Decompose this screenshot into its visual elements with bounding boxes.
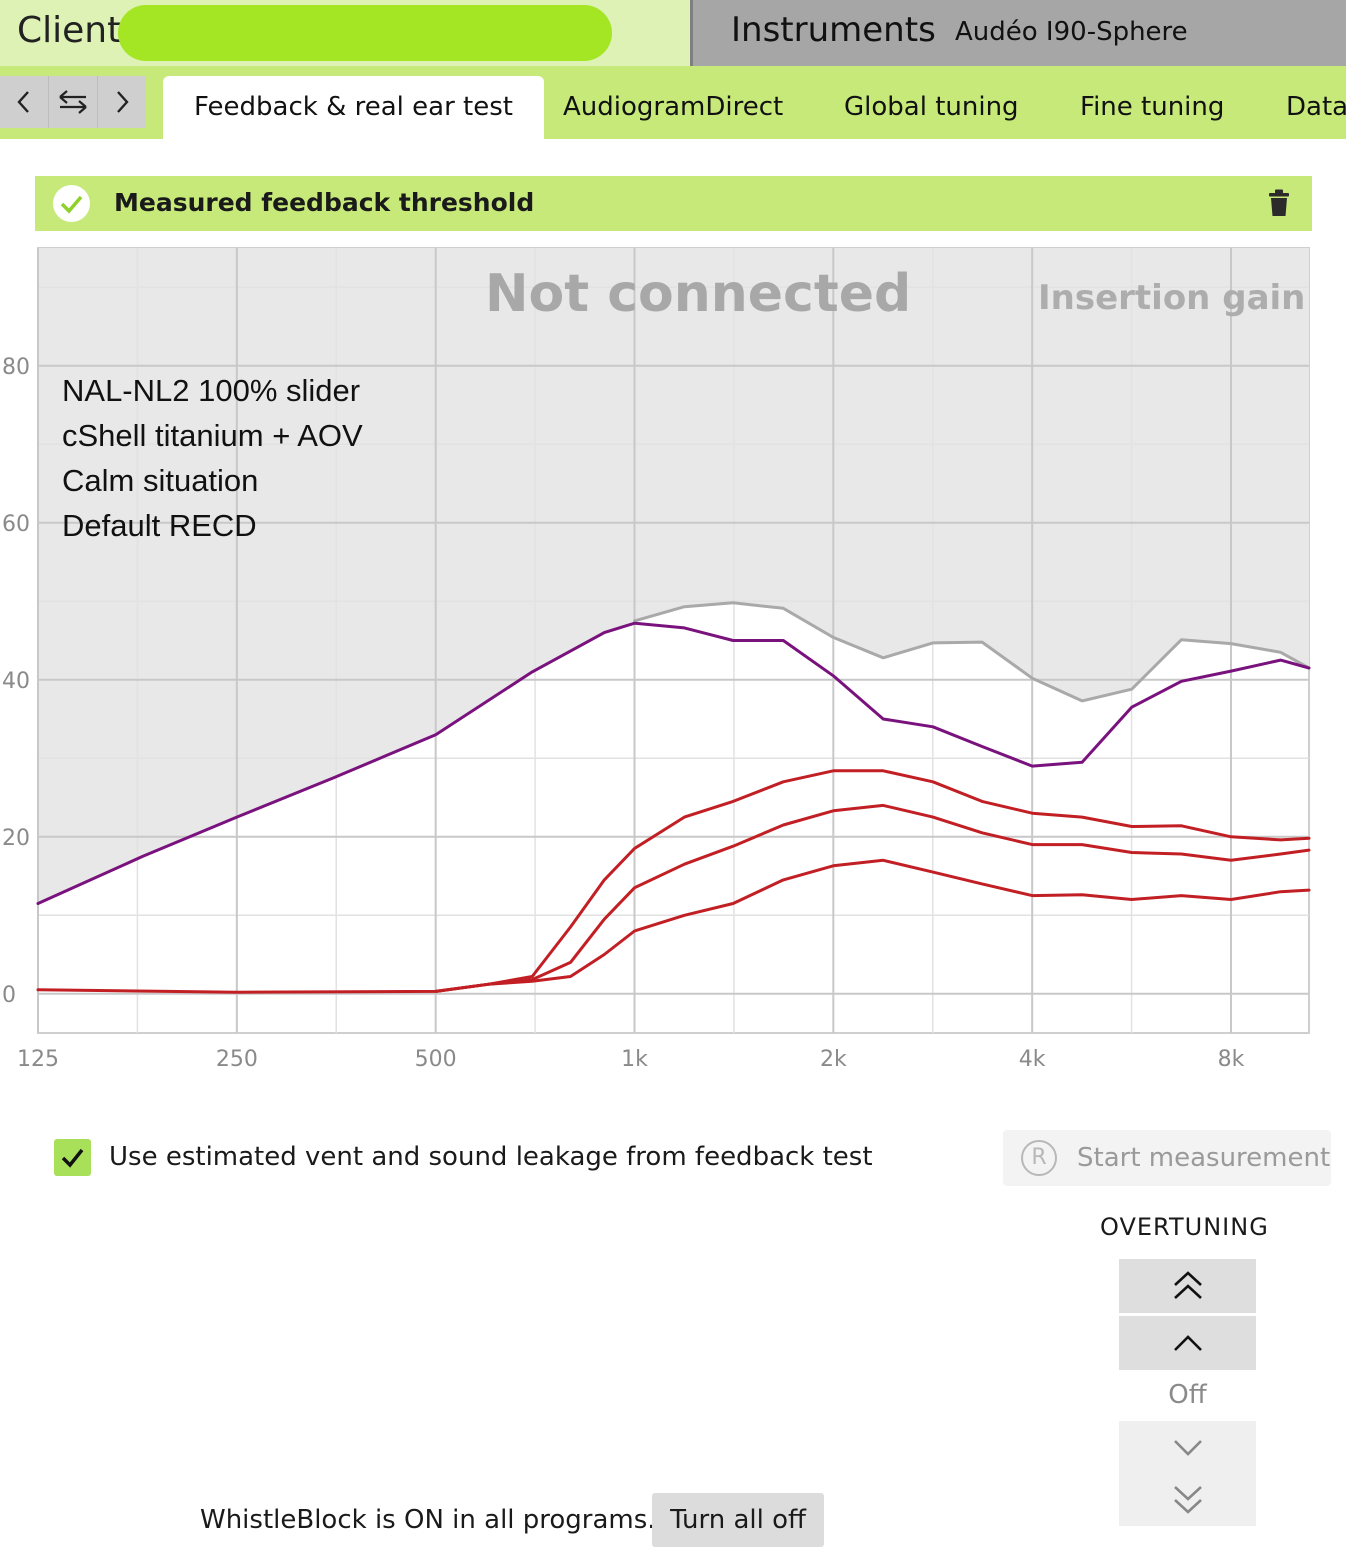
- instruments-panel[interactable]: Instruments Audéo I90-Sphere: [690, 0, 1346, 66]
- x-tick-label: 1k: [621, 1047, 648, 1072]
- gain-curve: [36, 769, 1311, 994]
- y-tick-label: 60: [2, 512, 30, 537]
- section-title: Measured feedback threshold: [114, 188, 535, 217]
- x-tick-label: 4k: [1019, 1047, 1046, 1072]
- y-tick-label: 80: [2, 355, 30, 380]
- tab-audiogramdirect[interactable]: AudiogramDirect: [563, 92, 784, 122]
- feedback-chart-svg: 125 250 500 1k 2k 4k 8k 0 20 40 60 80: [2, 247, 1311, 1072]
- x-tick-label: 2k: [820, 1047, 847, 1072]
- gain-curve: [434, 803, 1311, 993]
- double-chevron-up-icon: [1173, 1271, 1202, 1299]
- tab-global-tuning[interactable]: Global tuning: [844, 92, 1019, 122]
- x-tick-label: 250: [216, 1047, 258, 1072]
- y-tick-label: 0: [2, 983, 16, 1008]
- note-line: NAL-NL2 100% slider: [62, 373, 361, 408]
- feedback-curve: [36, 621, 1311, 905]
- client-name-redacted: [118, 5, 612, 61]
- instruments-label: Instruments: [731, 10, 936, 50]
- overtuning-down-button[interactable]: [1119, 1421, 1256, 1475]
- client-label: Client: [17, 10, 122, 51]
- double-chevron-down-icon: [1173, 1486, 1202, 1514]
- reference-curve: [633, 601, 1311, 703]
- feedback-chart: 125 250 500 1k 2k 4k 8k 0 20 40 60 80 Not connected…: [0, 240, 1346, 1080]
- forward-button[interactable]: [98, 76, 146, 128]
- start-measurement-label: Start measurement: [1077, 1143, 1331, 1173]
- nav-bar: Feedback & real ear test AudiogramDirect…: [0, 66, 1346, 139]
- chevron-up-icon: [1173, 1335, 1202, 1351]
- x-tick-label: 125: [17, 1047, 59, 1072]
- back-button[interactable]: [0, 76, 49, 128]
- overtuning-state: Off: [1168, 1380, 1207, 1410]
- feedback-threshold-header: Measured feedback threshold: [35, 176, 1312, 231]
- turn-all-off-button[interactable]: Turn all off: [652, 1493, 824, 1547]
- chart-notes: NAL-NL2 100% slider cShell titanium + AO…: [62, 368, 363, 548]
- y-tick-label: 40: [2, 669, 30, 694]
- connection-status: Not connected: [485, 264, 912, 324]
- vent-leakage-label: Use estimated vent and sound leakage fro…: [109, 1142, 873, 1172]
- chevron-right-icon: [117, 91, 129, 113]
- client-panel: Client: [0, 0, 690, 66]
- chevron-left-icon: [17, 91, 29, 113]
- trash-icon[interactable]: [1268, 189, 1290, 217]
- tab-data[interactable]: Data: [1286, 92, 1346, 122]
- tab-fine-tuning[interactable]: Fine tuning: [1080, 92, 1225, 122]
- chart-mode-label: Insertion gain: [1038, 278, 1306, 318]
- tab-feedback-real-ear-test[interactable]: Feedback & real ear test: [163, 76, 544, 139]
- x-tick-label: 8k: [1218, 1047, 1245, 1072]
- whistleblock-status: WhistleBlock is ON in all programs.: [200, 1505, 656, 1535]
- overtuning-title: OVERTUNING: [1100, 1213, 1269, 1241]
- note-line: Default RECD: [62, 508, 257, 543]
- swap-button[interactable]: [49, 76, 98, 128]
- x-tick-label: 500: [415, 1047, 457, 1072]
- r-circle-icon: R: [1021, 1140, 1057, 1176]
- overtuning-down-double-button[interactable]: [1119, 1472, 1256, 1526]
- note-line: cShell titanium + AOV: [62, 418, 363, 453]
- vent-leakage-checkbox[interactable]: [54, 1139, 91, 1176]
- checkmark-icon: [61, 1148, 84, 1168]
- y-tick-label: 20: [2, 826, 30, 851]
- check-circle-icon: [53, 185, 90, 222]
- overtuning-up-button[interactable]: [1119, 1316, 1256, 1370]
- chevron-down-icon: [1173, 1440, 1202, 1456]
- start-measurement-button[interactable]: R Start measurement: [1003, 1130, 1331, 1186]
- unavailable-region: [38, 248, 1309, 904]
- swap-arrows-icon: [59, 90, 87, 114]
- note-line: Calm situation: [62, 463, 259, 498]
- nav-buttons: [0, 76, 146, 128]
- gain-curve: [434, 858, 1311, 993]
- instrument-model: Audéo I90-Sphere: [955, 17, 1188, 47]
- overtuning-up-double-button[interactable]: [1119, 1259, 1256, 1313]
